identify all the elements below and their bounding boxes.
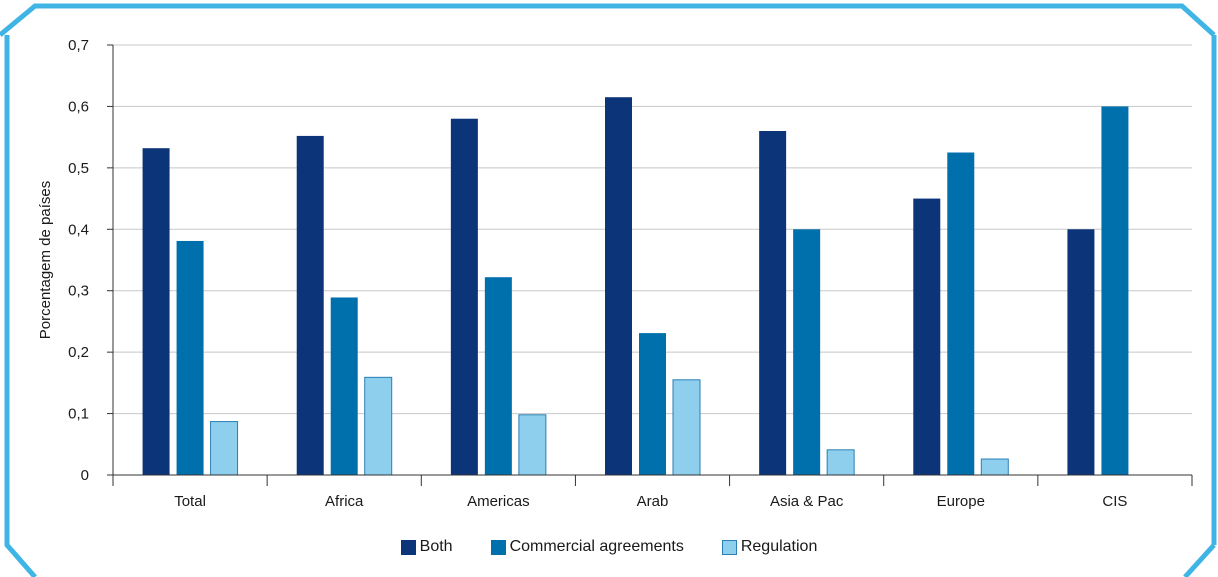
y-tick-label: 0,7 <box>68 37 89 54</box>
legend-label-commercial-agreements: Commercial agreements <box>510 538 684 556</box>
legend-item-commercial-agreements: Commercial agreements <box>491 538 684 556</box>
bar-commercial-agreements-europe <box>947 153 974 476</box>
bar-commercial-agreements-total <box>177 241 204 475</box>
bar-commercial-agreements-asia-pac <box>793 229 820 475</box>
x-tick-label: Americas <box>467 493 530 510</box>
y-tick-label: 0,4 <box>68 221 89 238</box>
legend-label-both: Both <box>420 538 453 556</box>
bar-commercial-agreements-cis <box>1101 106 1128 475</box>
bar-both-total <box>143 148 170 475</box>
legend-swatch-regulation <box>722 540 737 555</box>
y-tick-label: 0,1 <box>68 406 89 423</box>
bar-regulation-asia-pac <box>827 450 854 475</box>
y-axis-title: Porcentagem de países <box>37 181 54 339</box>
bar-both-cis <box>1067 229 1094 475</box>
legend-swatch-both <box>401 540 416 555</box>
bar-both-asia-pac <box>759 131 786 475</box>
x-tick-label: Arab <box>637 493 669 510</box>
y-tick-label: 0,6 <box>68 98 89 115</box>
bar-regulation-africa <box>365 377 392 475</box>
x-tick-labels: Total Africa Americas Arab Asia & Pac Europe C… <box>113 475 1192 510</box>
bar-commercial-agreements-arab <box>639 333 666 475</box>
bar-commercial-agreements-americas <box>485 277 512 475</box>
x-tick-label: Africa <box>325 493 364 510</box>
y-tick-label: 0,2 <box>68 344 89 361</box>
y-tick-label: 0 <box>81 467 89 484</box>
x-tick-label: Total <box>174 493 206 510</box>
y-tick-labels: 0 0,1 0,2 0,3 0,4 0,5 0,6 0,7 <box>68 37 113 484</box>
bar-regulation-americas <box>519 415 546 475</box>
bars <box>143 97 1129 475</box>
y-tick-label: 0,3 <box>68 283 89 300</box>
bar-both-arab <box>605 97 632 475</box>
bar-regulation-arab <box>673 380 700 475</box>
bar-regulation-europe <box>981 459 1008 475</box>
legend: Both Commercial agreements Regulation <box>0 538 1218 556</box>
bar-both-americas <box>451 119 478 475</box>
bar-both-europe <box>913 199 940 475</box>
legend-item-both: Both <box>401 538 453 556</box>
x-tick-label: Asia & Pac <box>770 493 844 510</box>
x-tick-label: Europe <box>937 493 985 510</box>
legend-item-regulation: Regulation <box>722 538 818 556</box>
x-tick-label: CIS <box>1102 493 1127 510</box>
legend-swatch-commercial-agreements <box>491 540 506 555</box>
bar-both-africa <box>297 136 324 475</box>
bar-commercial-agreements-africa <box>331 297 358 475</box>
legend-label-regulation: Regulation <box>741 538 818 556</box>
bar-regulation-total <box>211 422 238 475</box>
y-tick-label: 0,5 <box>68 160 89 177</box>
